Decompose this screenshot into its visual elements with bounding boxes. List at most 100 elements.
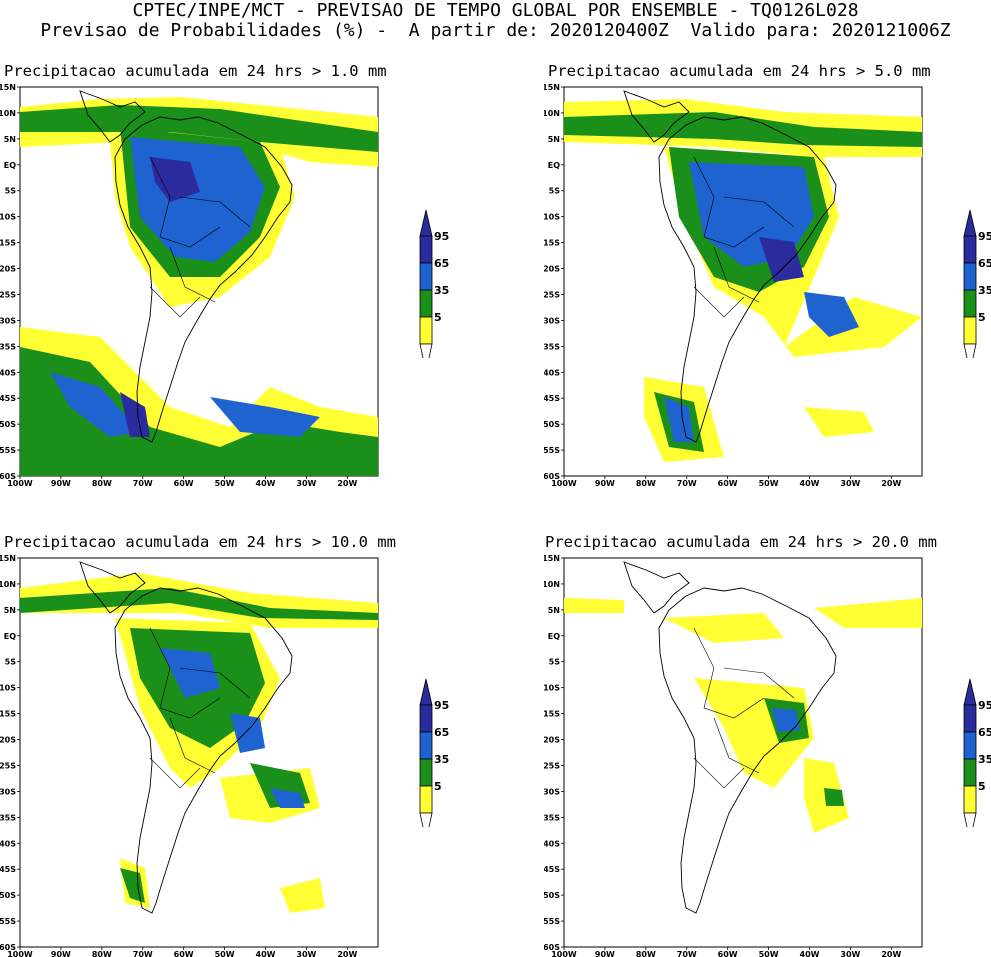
lon-label: 30W bbox=[840, 950, 860, 957]
lon-label: 80W bbox=[636, 950, 656, 957]
lon-label: 80W bbox=[92, 479, 112, 486]
colorbar-segment bbox=[419, 785, 433, 814]
colorbar-segment bbox=[419, 316, 433, 345]
lon-label: 50W bbox=[215, 479, 235, 486]
lat-label: 55S bbox=[0, 917, 16, 926]
lon-label: 60W bbox=[718, 950, 738, 957]
colorbar-label: 65 bbox=[978, 257, 991, 270]
lon-label: 80W bbox=[92, 950, 112, 957]
colorbar-label: 35 bbox=[434, 753, 449, 766]
lat-label: 15N bbox=[0, 84, 16, 92]
lat-label: 50S bbox=[0, 420, 16, 429]
lat-label: 30S bbox=[0, 787, 16, 796]
prob-field-5 bbox=[20, 588, 378, 620]
lat-label: 25S bbox=[544, 761, 560, 770]
panel-2-map: 15N 10N 5N EQ 5S 10S 15S 20S 25S 30S 35S 40S 45S 50S 5… bbox=[544, 84, 923, 486]
lon-label: 20W bbox=[881, 950, 901, 957]
panel-1-title: Precipitacao acumulada em 24 hrs > 1.0 m… bbox=[4, 62, 387, 80]
lat-label: 15S bbox=[0, 239, 16, 248]
lat-label: 60S bbox=[544, 472, 560, 481]
prob-field-1 bbox=[814, 598, 922, 628]
lat-label: EQ bbox=[548, 161, 560, 170]
lat-label: 60S bbox=[0, 472, 16, 481]
prob-field-7 bbox=[50, 372, 140, 437]
colorbar-segment bbox=[419, 235, 433, 264]
lon-label: 20W bbox=[881, 479, 901, 486]
lon-label: 30W bbox=[840, 479, 860, 486]
lon-label: 70W bbox=[677, 479, 697, 486]
lat-label: 20S bbox=[0, 265, 16, 274]
prob-field-10 bbox=[230, 713, 265, 753]
colorbar-segment bbox=[963, 758, 977, 787]
panel-3-colorbar: 95 65 35 5 bbox=[419, 678, 449, 827]
lat-label: EQ bbox=[548, 632, 560, 641]
panel-2-title: Precipitacao acumulada em 24 hrs > 5.0 m… bbox=[548, 62, 931, 80]
lat-label: 20S bbox=[544, 736, 560, 745]
central-america-outline bbox=[79, 561, 146, 614]
lon-label: 70W bbox=[677, 950, 697, 957]
central-america-outline bbox=[623, 90, 690, 143]
lon-label: 50W bbox=[759, 950, 779, 957]
panel-1-colorbar: 95 65 35 5 bbox=[419, 209, 449, 358]
colorbar-segment bbox=[963, 731, 977, 760]
lon-label: 60W bbox=[174, 479, 194, 486]
lon-label: 90W bbox=[595, 479, 615, 486]
prob-field-8 bbox=[210, 397, 320, 437]
lat-label: 15N bbox=[544, 555, 560, 563]
prob-field-6 bbox=[824, 788, 844, 806]
lat-label: 60S bbox=[544, 943, 560, 952]
panel-4-colorbar: 95 65 35 5 bbox=[963, 678, 991, 827]
lat-label: 15N bbox=[544, 84, 560, 92]
country-borders bbox=[693, 627, 795, 789]
panel-3-title: Precipitacao acumulada em 24 hrs > 10.0 … bbox=[4, 533, 396, 551]
lon-label: 40W bbox=[800, 950, 820, 957]
lat-label: 40S bbox=[0, 368, 16, 377]
lon-label: 80W bbox=[636, 479, 656, 486]
lon-label: 50W bbox=[215, 950, 235, 957]
prob-field-10 bbox=[120, 392, 150, 437]
panel-4-map: 15N 10N 5N EQ 5S 10S 15S 20S 25S 30S 35S 40S 45S 50S 5… bbox=[544, 555, 923, 957]
colorbar-segment bbox=[419, 704, 433, 733]
prob-field-9 bbox=[664, 397, 694, 442]
lon-label: 100W bbox=[7, 950, 33, 957]
colorbar-label: 5 bbox=[434, 780, 442, 793]
colorbar-label: 95 bbox=[434, 230, 449, 243]
prob-field-0 bbox=[564, 598, 624, 613]
colorbar-label: 65 bbox=[434, 257, 449, 270]
lat-label: 50S bbox=[544, 420, 560, 429]
lon-label: 90W bbox=[51, 950, 71, 957]
lat-label: 15S bbox=[544, 710, 560, 719]
lat-label: 35S bbox=[544, 342, 560, 351]
lat-label: 45S bbox=[544, 394, 560, 403]
lat-label: 25S bbox=[0, 761, 16, 770]
lon-label: 30W bbox=[296, 479, 316, 486]
lat-label: 40S bbox=[544, 839, 560, 848]
lat-label: 5N bbox=[4, 606, 16, 615]
lat-label: 5S bbox=[549, 658, 561, 667]
lat-label: EQ bbox=[4, 632, 16, 641]
lat-label: 5S bbox=[549, 187, 561, 196]
colorbar-label: 35 bbox=[978, 284, 991, 297]
colorbar-segment bbox=[419, 289, 433, 318]
lat-label: 40S bbox=[0, 839, 16, 848]
lon-label: 20W bbox=[337, 950, 357, 957]
colorbar-label: 95 bbox=[978, 699, 991, 712]
lat-label: 20S bbox=[0, 736, 16, 745]
prob-field-4 bbox=[280, 878, 325, 913]
lat-label: 10N bbox=[0, 580, 16, 589]
colorbar-label: 5 bbox=[978, 780, 986, 793]
colorbar-label: 65 bbox=[434, 726, 449, 739]
lon-label: 90W bbox=[595, 950, 615, 957]
lat-label: 55S bbox=[0, 446, 16, 455]
lat-label: 15N bbox=[0, 555, 16, 563]
lat-label: 40S bbox=[544, 368, 560, 377]
lat-label: 5N bbox=[4, 135, 16, 144]
lat-label: 30S bbox=[544, 316, 560, 325]
lat-label: 35S bbox=[0, 813, 16, 822]
panel-4-title: Precipitacao acumulada em 24 hrs > 20.0 … bbox=[545, 533, 937, 551]
panel-3-map: 15N 10N 5N EQ 5S 10S 15S 20S 25S 30S 35S 40S 45S 50S 5… bbox=[0, 555, 379, 957]
prob-field-9 bbox=[150, 157, 200, 202]
lat-label: 25S bbox=[0, 290, 16, 299]
panel-1-map: 15N 10N 5N EQ 5S 10S 15S 20S 25S 30S 35S 40S 45S 50S 5… bbox=[0, 84, 379, 486]
prob-field-8 bbox=[120, 868, 145, 903]
